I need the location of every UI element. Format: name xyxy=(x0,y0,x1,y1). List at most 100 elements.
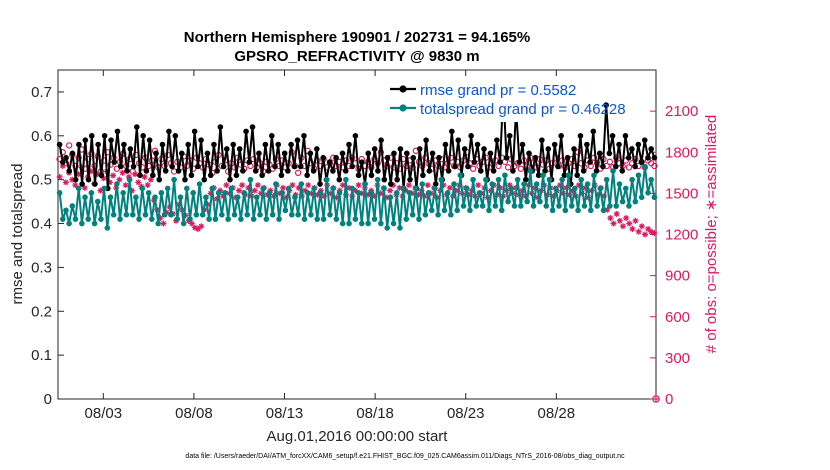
rmse-point xyxy=(143,168,150,174)
obs-possible-point xyxy=(65,142,73,149)
totalspread-point xyxy=(352,216,359,222)
rmse-point xyxy=(346,141,352,148)
rmse-point xyxy=(169,163,175,170)
obs-assimilated-point xyxy=(629,226,636,233)
rmse-point xyxy=(314,146,320,152)
totalspread-point xyxy=(406,190,413,196)
obs-possible-point xyxy=(625,164,633,171)
totalspread-point xyxy=(537,198,543,205)
asterisk-stroke xyxy=(302,188,308,194)
totalspread-point xyxy=(158,190,165,196)
y-left-tick-label: 0.2 xyxy=(31,303,52,320)
rmse-point xyxy=(397,146,404,152)
rmse-point xyxy=(214,168,220,174)
totalspread-point xyxy=(358,220,365,227)
y-left-tick-label: 0.1 xyxy=(31,347,52,364)
totalspread-point xyxy=(339,220,346,227)
rmse-point xyxy=(162,168,169,174)
asterisk-stroke xyxy=(255,182,261,188)
rmse-point xyxy=(111,159,118,165)
asterisk-stroke xyxy=(148,177,154,183)
rmse-point xyxy=(211,141,217,148)
obs-assimilated-point xyxy=(475,182,482,189)
totalspread-point xyxy=(298,181,305,187)
totalspread-point xyxy=(75,185,82,192)
legend: rmse grand pr = 0.5582 totalspread grand… xyxy=(388,76,626,122)
totalspread-point xyxy=(180,220,187,227)
totalspread-point xyxy=(104,225,111,231)
rmse-point xyxy=(371,146,378,152)
totalspread-point xyxy=(651,194,658,201)
obs-assimilated-point xyxy=(613,210,620,217)
asterisk-stroke xyxy=(447,185,453,191)
rmse-point xyxy=(574,172,581,179)
totalspread-point xyxy=(486,207,492,214)
totalspread-point xyxy=(98,216,104,222)
rmse-point xyxy=(394,176,400,183)
rmse-point xyxy=(140,133,146,139)
totalspread-point xyxy=(393,190,400,196)
totalspread-point xyxy=(203,194,209,201)
totalspread-point xyxy=(454,207,460,214)
obs-possible-point xyxy=(517,165,525,172)
footnote: data file: /Users/raeder/DAI/ATM_forcXX/… xyxy=(185,453,625,460)
legend-rmse-marker xyxy=(399,85,407,93)
rmse-point xyxy=(252,168,259,174)
totalspread-line xyxy=(58,166,656,229)
totalspread-point xyxy=(572,185,578,192)
asterisk-stroke xyxy=(280,185,286,191)
rmse-point xyxy=(651,154,658,161)
totalspread-point xyxy=(209,185,216,192)
rmse-point xyxy=(468,133,474,139)
rmse-point xyxy=(603,102,609,108)
rmse-point xyxy=(625,154,632,161)
rmse-point xyxy=(95,141,101,148)
totalspread-point xyxy=(629,176,635,183)
rmse-point xyxy=(510,168,516,174)
totalspread-point xyxy=(518,203,524,209)
asterisk-stroke xyxy=(620,223,626,229)
rmse-point xyxy=(339,150,346,157)
totalspread-point xyxy=(581,203,588,209)
asterisk-stroke xyxy=(116,177,122,183)
totalspread-point xyxy=(381,185,387,192)
totalspread-point xyxy=(591,172,597,179)
obs-assimilated-point xyxy=(355,182,362,189)
totalspread-point xyxy=(355,190,362,196)
totalspread-point xyxy=(508,185,515,192)
rmse-point xyxy=(416,146,423,152)
totalspread-point xyxy=(556,203,562,209)
obs-assimilated-point xyxy=(446,184,453,191)
asterisk-stroke xyxy=(135,179,141,185)
totalspread-point xyxy=(94,198,101,205)
totalspread-point xyxy=(546,176,553,183)
rmse-point xyxy=(76,141,82,148)
totalspread-point xyxy=(91,220,98,227)
asterisk-stroke xyxy=(223,182,229,188)
totalspread-point xyxy=(145,190,152,196)
rmse-point xyxy=(381,176,388,183)
totalspread-point xyxy=(397,225,403,231)
totalspread-point xyxy=(413,185,419,192)
rmse-point xyxy=(584,141,590,148)
asterisk-stroke xyxy=(648,229,654,235)
totalspread-point xyxy=(164,185,171,192)
totalspread-point xyxy=(425,190,432,196)
y-left-tick-label: 0.3 xyxy=(31,259,52,276)
rmse-point xyxy=(596,150,603,157)
asterisk-stroke xyxy=(63,179,69,185)
totalspread-point xyxy=(473,203,480,209)
obs-assimilated-point xyxy=(626,220,633,227)
totalspread-point xyxy=(273,181,279,187)
totalspread-point xyxy=(238,216,244,222)
chart-title-line1: Northern Hemisphere 190901 / 202731 = 94… xyxy=(184,29,530,46)
rmse-point xyxy=(404,150,410,157)
rmse-point xyxy=(378,137,384,143)
totalspread-point xyxy=(559,176,565,183)
totalspread-point xyxy=(387,194,394,201)
obs-assimilated-point xyxy=(638,223,645,230)
totalspread-point xyxy=(168,211,174,218)
totalspread-point xyxy=(642,163,648,170)
rmse-point xyxy=(195,163,201,170)
